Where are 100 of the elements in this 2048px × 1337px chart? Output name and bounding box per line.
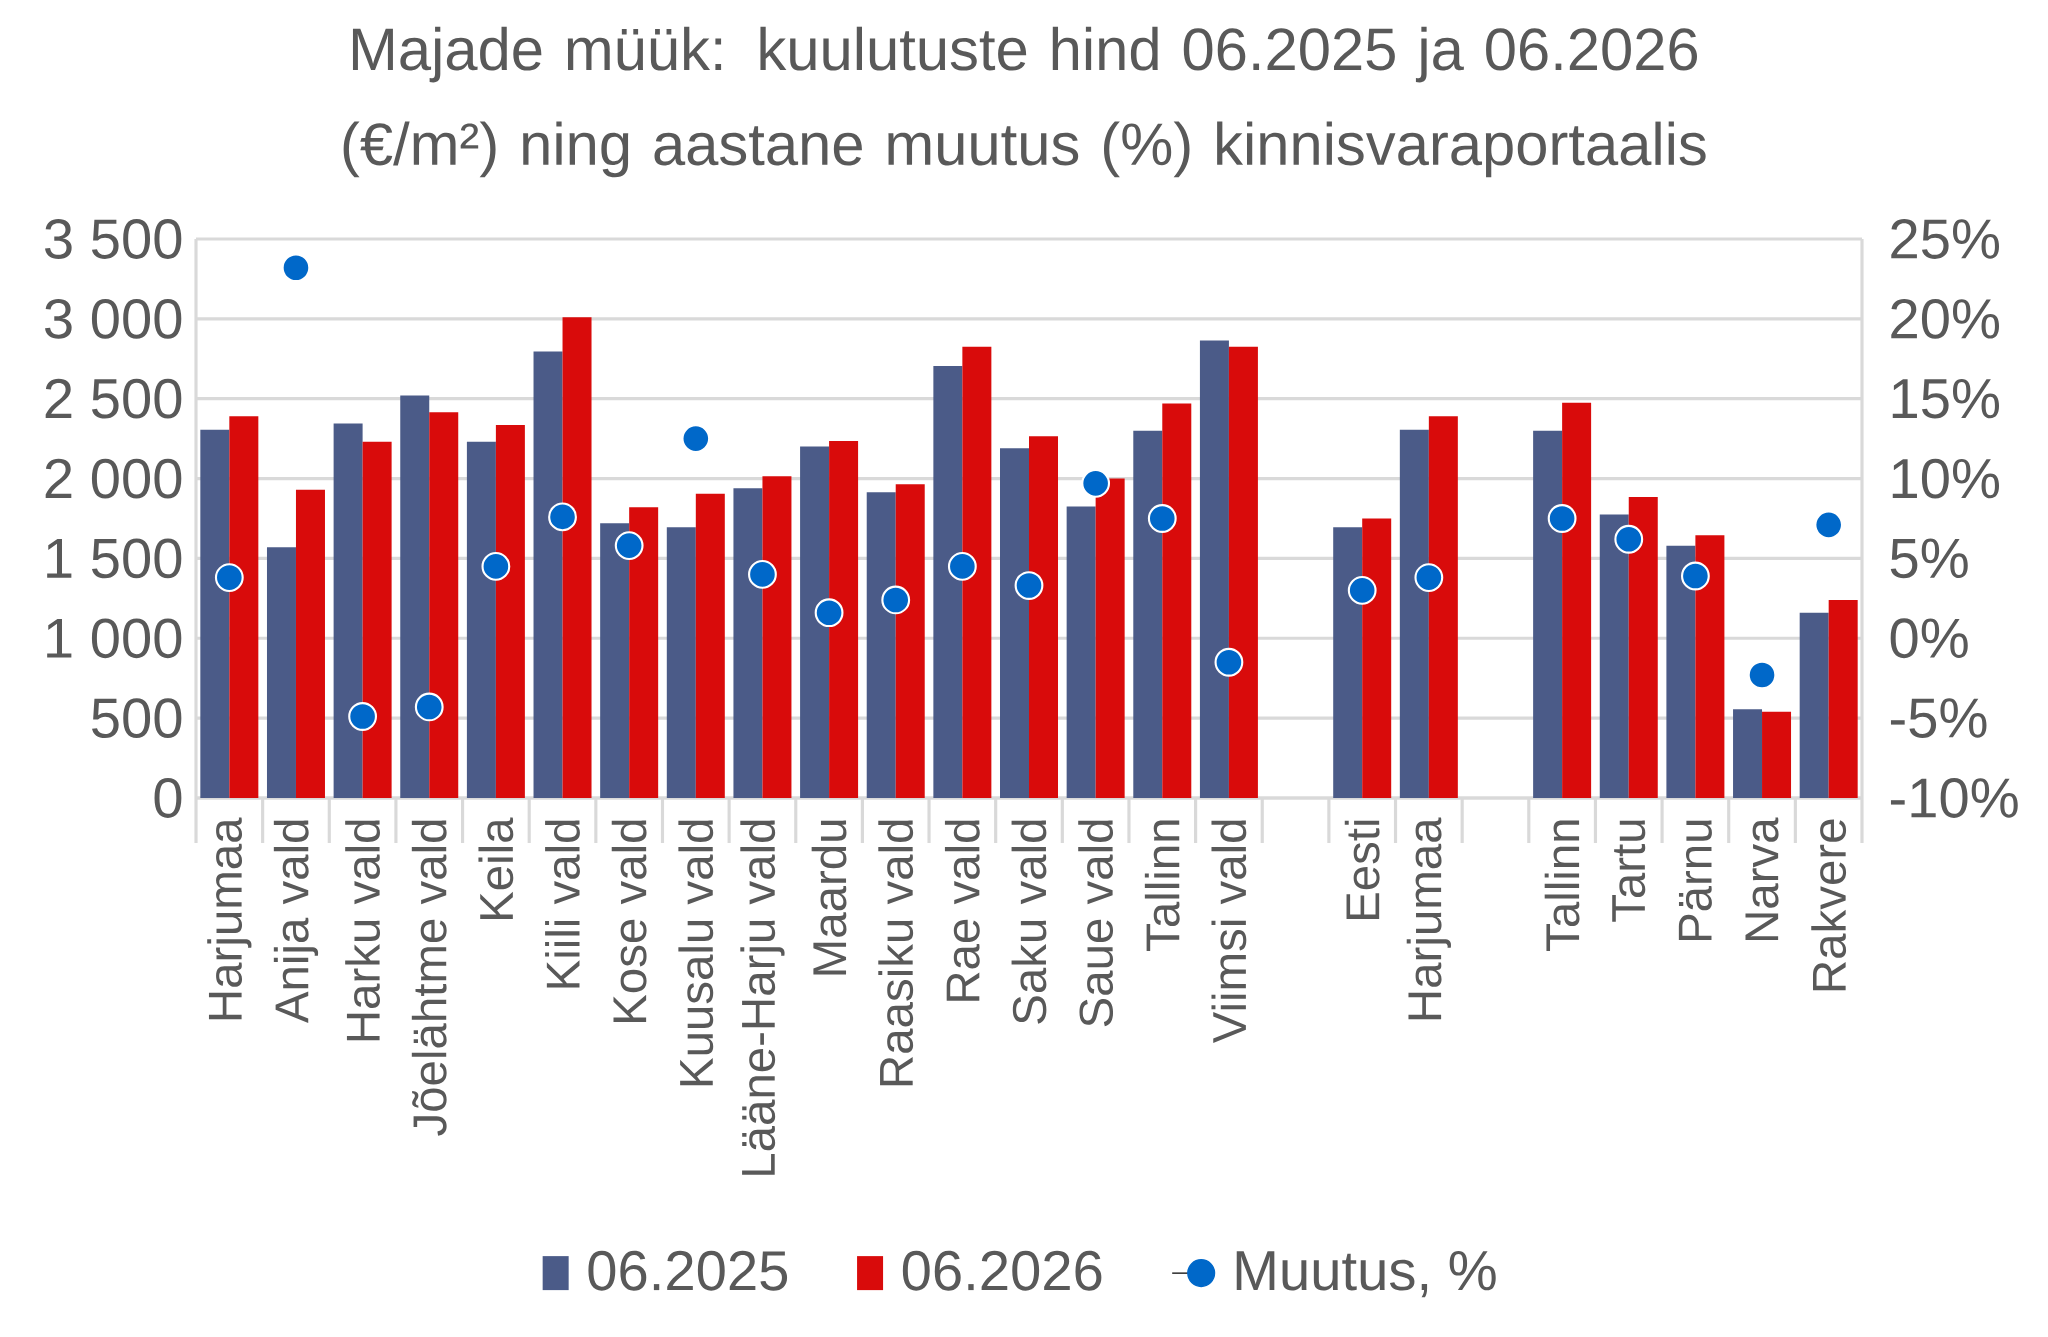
x-tick-label: Kuusalu vald bbox=[678, 820, 714, 1086]
bar bbox=[762, 476, 792, 798]
point bbox=[348, 702, 378, 731]
bar bbox=[1133, 430, 1163, 798]
x-tick-label: Anija vald bbox=[273, 820, 319, 1024]
bar bbox=[362, 441, 392, 798]
y2-tick-label: 0% bbox=[1890, 618, 1968, 659]
y-tick-label: 0 bbox=[154, 778, 182, 818]
legend-label: 06.2025 bbox=[588, 1250, 788, 1291]
point bbox=[881, 585, 911, 615]
x-tick-label: Maardu bbox=[811, 820, 847, 975]
x-tick-label: Lääne-Harju vald bbox=[740, 820, 785, 1175]
y-tick-label: 500 bbox=[92, 698, 182, 739]
point bbox=[681, 424, 711, 454]
x-tick-label: Raasiku vald bbox=[878, 820, 914, 1086]
point bbox=[414, 692, 444, 722]
bar bbox=[562, 317, 592, 798]
point bbox=[1680, 561, 1710, 591]
chart-title: Majade müük: kuulutuste hind 06.2025 ja 06.2026 (€/m²) ning aastane muutus (%) kinnisvaraportaalis bbox=[343, 26, 1706, 178]
y-tick-label: 3 000 bbox=[45, 298, 182, 339]
point bbox=[947, 551, 977, 581]
x-tick-label: Narva bbox=[1745, 817, 1779, 941]
point bbox=[1414, 563, 1444, 593]
bar bbox=[895, 484, 925, 798]
y-tick-label: 1 000 bbox=[47, 618, 182, 659]
y-tick-label: 1 500 bbox=[47, 538, 182, 579]
bar bbox=[1828, 599, 1858, 798]
y2-tick-label: 5% bbox=[1890, 538, 1968, 579]
bar bbox=[629, 507, 659, 798]
bar bbox=[1362, 518, 1392, 798]
bar bbox=[1695, 535, 1725, 798]
x-tick-label: Eesti bbox=[1344, 820, 1380, 920]
bar bbox=[1428, 416, 1458, 798]
x-tick-label: Rae vald bbox=[944, 820, 980, 1001]
legend-label: 06.2026 bbox=[902, 1250, 1102, 1291]
bar bbox=[495, 425, 525, 798]
bar bbox=[1733, 709, 1763, 798]
point bbox=[1347, 575, 1377, 605]
x-tick-label: Tartu bbox=[1612, 820, 1646, 922]
point bbox=[1014, 571, 1044, 600]
bar bbox=[200, 429, 230, 798]
x-tick-label: Harjumaa bbox=[1406, 817, 1451, 1020]
bar bbox=[466, 441, 496, 798]
x-tick-label: Harjumaa bbox=[207, 817, 252, 1020]
bar bbox=[733, 488, 763, 798]
x-tick-label: Viimsi vald bbox=[1211, 820, 1247, 1044]
y-tick-label: 3 500 bbox=[45, 219, 182, 259]
bar bbox=[1333, 527, 1363, 798]
x-tick-label: Tallinn bbox=[1544, 820, 1580, 951]
bar bbox=[1562, 402, 1592, 798]
point bbox=[1814, 510, 1844, 540]
point bbox=[1081, 468, 1111, 498]
bar bbox=[266, 547, 296, 798]
point bbox=[1214, 647, 1244, 677]
bar bbox=[866, 492, 896, 798]
bar bbox=[1799, 612, 1829, 798]
bar bbox=[295, 489, 325, 798]
bar bbox=[695, 493, 725, 798]
bar bbox=[1533, 430, 1563, 798]
bar bbox=[1095, 478, 1125, 798]
y2-tick-label: -10% bbox=[1890, 778, 2018, 818]
x-tick-label: Tallinn bbox=[1144, 820, 1180, 951]
y2-tick-label: 10% bbox=[1892, 458, 2000, 499]
point bbox=[214, 563, 244, 593]
y2-tick-label: -5% bbox=[1890, 698, 1987, 738]
x-tick-label: Jõelähtme vald bbox=[411, 820, 447, 1136]
x-tick-label: Kose vald bbox=[611, 820, 647, 1022]
x-tick-label: Kiili vald bbox=[545, 820, 580, 988]
point bbox=[614, 531, 644, 561]
bar bbox=[1199, 340, 1229, 798]
bar bbox=[533, 351, 563, 798]
x-tick-label: Harku vald bbox=[345, 820, 381, 1041]
bar bbox=[1399, 429, 1429, 798]
bar bbox=[400, 395, 430, 798]
y-tick-label: 2 500 bbox=[45, 378, 182, 419]
bar bbox=[333, 423, 363, 798]
point bbox=[1747, 660, 1777, 690]
bar bbox=[1000, 448, 1029, 798]
bar bbox=[1162, 403, 1192, 798]
bar bbox=[666, 527, 696, 798]
bar bbox=[1628, 496, 1658, 798]
x-tick-label: Pärnu bbox=[1678, 820, 1712, 941]
y2-tick-label: 20% bbox=[1891, 298, 2000, 339]
bar bbox=[933, 365, 963, 798]
bar bbox=[1066, 506, 1096, 798]
bar bbox=[1666, 545, 1696, 798]
x-tick-label: Rakvere bbox=[1811, 819, 1847, 991]
point bbox=[748, 559, 777, 589]
y2-tick-label: 25% bbox=[1891, 219, 2000, 259]
bar bbox=[429, 412, 459, 798]
legend-label: Muutus, % bbox=[1236, 1250, 1496, 1298]
bar bbox=[1762, 711, 1792, 798]
point bbox=[1614, 524, 1644, 554]
point bbox=[1147, 504, 1177, 533]
point bbox=[281, 253, 311, 283]
bar bbox=[829, 441, 859, 798]
x-tick-label: Saku vald bbox=[1011, 820, 1047, 1024]
bar bbox=[600, 523, 630, 798]
bar bbox=[229, 416, 259, 798]
point bbox=[1547, 504, 1577, 533]
